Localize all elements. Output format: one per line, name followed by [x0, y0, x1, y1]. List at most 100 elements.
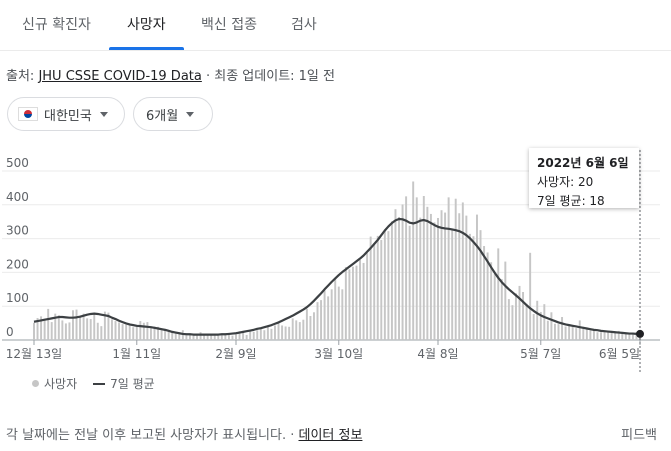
deaths-bar — [171, 332, 174, 340]
deaths-bar — [536, 300, 539, 340]
deaths-bar — [82, 313, 85, 340]
data-info-link[interactable]: 데이터 정보 — [298, 428, 363, 443]
deaths-bar — [57, 315, 60, 340]
deaths-bar — [607, 330, 610, 340]
deaths-bar — [483, 246, 486, 340]
deaths-bar — [380, 239, 383, 340]
deaths-bar — [291, 318, 294, 340]
deaths-bar — [330, 289, 333, 340]
deaths-bar — [320, 300, 323, 340]
deaths-bar — [426, 206, 429, 340]
deaths-bar — [295, 320, 298, 340]
deaths-bar — [553, 323, 556, 340]
deaths-bar — [344, 266, 347, 340]
deaths-bar — [79, 315, 82, 340]
deaths-bar — [571, 326, 574, 340]
chevron-down-icon — [99, 111, 108, 117]
deaths-bar — [227, 333, 230, 340]
tooltip-deaths: 사망자: 20 — [537, 175, 594, 189]
deaths-bar — [394, 209, 397, 340]
deaths-bar — [188, 333, 191, 340]
deaths-bar — [362, 262, 365, 340]
period-dropdown[interactable]: 6개월 — [133, 97, 213, 131]
deaths-bar — [614, 332, 617, 340]
deaths-bar — [603, 330, 606, 340]
deaths-bar — [118, 322, 121, 340]
x-tick-label: 12월 13일 — [6, 347, 62, 361]
deaths-bar — [203, 334, 206, 340]
deaths-bar — [557, 324, 560, 340]
deaths-bar — [245, 334, 248, 340]
y-tick-label: 100 — [6, 291, 29, 305]
source-link[interactable]: JHU CSSE COVID-19 Data — [38, 69, 202, 84]
deaths-bar — [284, 326, 287, 340]
deaths-bar — [390, 221, 393, 340]
deaths-bar — [288, 326, 291, 340]
deaths-bar — [398, 216, 400, 340]
deaths-bar — [337, 286, 340, 340]
deaths-bar — [206, 334, 209, 340]
deaths-bar — [525, 303, 528, 340]
deaths-bar — [497, 248, 500, 340]
deaths-bar — [210, 334, 213, 340]
deaths-bar — [110, 319, 113, 340]
deaths-bar — [142, 322, 145, 340]
deaths-bar — [461, 202, 464, 340]
deaths-bar — [75, 309, 78, 340]
deaths-bar — [149, 328, 152, 340]
deaths-bar — [181, 330, 184, 340]
deaths-bar — [376, 235, 379, 340]
deaths-bar — [256, 330, 259, 340]
deaths-bar — [348, 269, 351, 340]
y-tick-label: 400 — [6, 190, 29, 204]
chevron-down-icon — [186, 111, 195, 117]
deaths-bar — [174, 331, 177, 340]
deaths-bar — [213, 335, 216, 340]
deaths-bar — [135, 325, 138, 340]
deaths-bar — [33, 322, 35, 340]
deaths-bar — [327, 296, 330, 340]
footer-text: 각 날짜에는 전날 이후 보고된 사망자가 표시됩니다. — [6, 428, 287, 443]
x-tick-label: 4월 8일 — [417, 347, 458, 361]
deaths-bar — [532, 313, 535, 340]
deaths-bar — [511, 305, 514, 340]
deaths-bar — [72, 310, 74, 340]
deaths-bar — [493, 273, 496, 340]
deaths-bar — [454, 198, 457, 340]
deaths-bar — [334, 279, 337, 340]
deaths-bar — [270, 328, 273, 340]
deaths-bar — [167, 330, 170, 340]
deaths-bar — [585, 327, 588, 340]
deaths-bar — [96, 322, 99, 340]
deaths-bar — [539, 311, 542, 340]
deaths-bar — [263, 330, 266, 340]
country-dropdown[interactable]: 대한민국 — [7, 97, 125, 131]
feedback-link[interactable]: 피드백 — [621, 428, 657, 443]
tab-new-cases[interactable]: 신규 확진자 — [22, 17, 91, 33]
deaths-bar — [89, 319, 92, 340]
deaths-bar — [582, 326, 585, 340]
deaths-bar — [64, 323, 67, 340]
tab-tests[interactable]: 검사 — [291, 17, 317, 33]
deaths-bar — [153, 326, 156, 340]
deaths-legend-dot — [32, 380, 39, 387]
tab-deaths[interactable]: 사망자 — [127, 17, 166, 33]
deaths-bar — [132, 327, 135, 340]
active-tab-indicator — [109, 47, 184, 50]
legend-deaths: 사망자 — [44, 377, 78, 391]
avg-line — [33, 217, 640, 336]
deaths-bar — [281, 325, 284, 340]
deaths-bar — [621, 332, 624, 340]
deaths-bar — [575, 328, 578, 340]
tab-vaccinations[interactable]: 백신 접종 — [201, 17, 257, 33]
deaths-bar — [415, 197, 418, 340]
deaths-chart[interactable]: 0 100 200 300 400 500 12월 13일 1월 11일 2월 9일 3월 10… — [0, 0, 671, 375]
deaths-bar — [546, 320, 549, 340]
deaths-bar — [440, 210, 443, 340]
deaths-bar — [217, 334, 220, 340]
deaths-bar — [596, 332, 599, 340]
deaths-bar — [61, 320, 64, 340]
deaths-bar — [224, 334, 227, 340]
deaths-bar — [437, 217, 439, 340]
x-tick-label: 3월 10일 — [314, 347, 363, 361]
